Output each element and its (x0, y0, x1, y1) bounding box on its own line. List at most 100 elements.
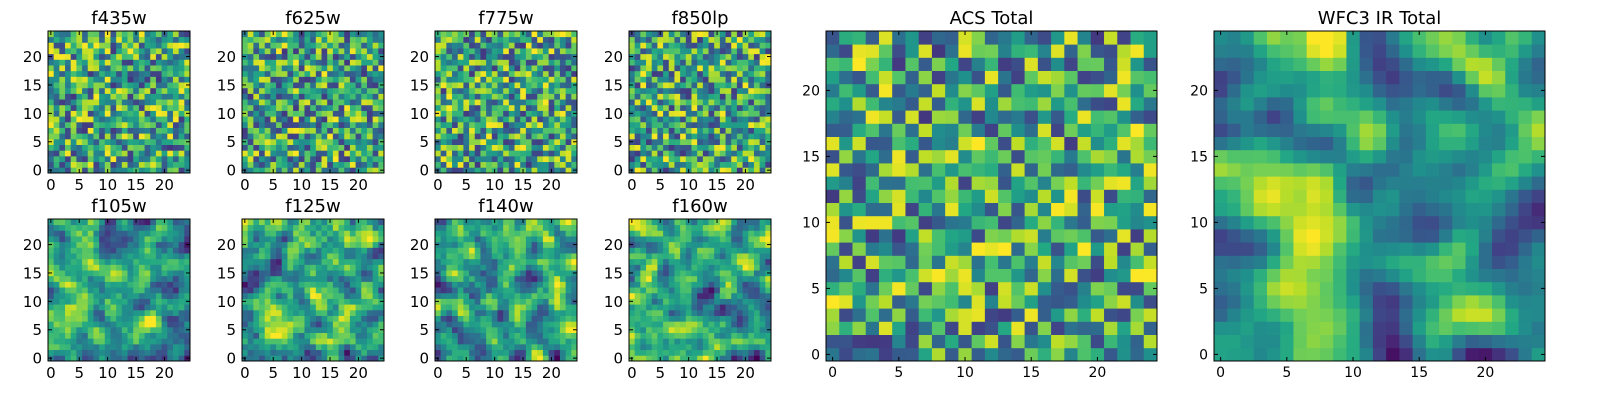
heatmap-cell (138, 281, 145, 288)
heatmap-cell (304, 70, 311, 77)
heatmap-cell (565, 224, 572, 231)
heatmap-cell (116, 343, 123, 351)
heatmap-cell (651, 42, 658, 49)
heatmap-cell (372, 150, 379, 157)
heatmap-cell (452, 281, 459, 288)
heatmap-cell (571, 161, 578, 168)
heatmap-cell (440, 167, 447, 174)
heatmap-cell (93, 82, 100, 89)
heatmap-cell (253, 59, 260, 66)
heatmap-cell (287, 287, 294, 294)
heatmap-cell (281, 110, 288, 117)
heatmap-cell (65, 121, 72, 128)
heatmap-cell (697, 104, 704, 111)
heatmap-cell (167, 42, 174, 49)
heatmap-cell (457, 309, 464, 316)
heatmap-cell (542, 264, 549, 271)
heatmap-cell (338, 150, 345, 157)
heatmap-cell (253, 241, 260, 248)
heatmap-cell (167, 104, 174, 111)
heatmap-cell (634, 321, 641, 328)
heatmap-cell (82, 70, 89, 77)
heatmap-cell (93, 315, 100, 322)
heatmap-cell (270, 253, 277, 260)
heatmap-cell (731, 76, 738, 83)
heatmap-cell (53, 138, 60, 145)
heatmap-cell (259, 332, 266, 339)
heatmap-cell (531, 315, 538, 322)
heatmap-cell (565, 82, 572, 89)
heatmap-cell (514, 82, 521, 89)
heatmap-cell (155, 155, 162, 163)
heatmap-cell (349, 82, 356, 89)
heatmap-cell (565, 161, 572, 168)
heatmap-cell (116, 144, 123, 151)
heatmap-cell (184, 343, 191, 351)
heatmap-cell (259, 292, 266, 299)
heatmap-cell (731, 355, 738, 362)
heatmap-cell (765, 332, 772, 339)
heatmap-cell (264, 241, 271, 248)
heatmap-cell (247, 59, 254, 66)
heatmap-cell (486, 87, 493, 94)
y-tick-label: 0 (32, 162, 42, 180)
heatmap-cell (315, 138, 322, 145)
heatmap-cell (144, 116, 151, 123)
heatmap-cell (480, 116, 487, 123)
heatmap-cell (554, 53, 561, 60)
heatmap-cell (99, 161, 106, 168)
heatmap-cell (452, 110, 459, 117)
heatmap-cell (457, 343, 464, 351)
heatmap-cell (646, 144, 653, 151)
heatmap-cell (259, 65, 266, 72)
heatmap-cell (93, 138, 100, 145)
heatmap-cell (116, 304, 123, 311)
heatmap-cell (525, 65, 532, 72)
heatmap-cell (708, 70, 715, 77)
heatmap-cell (480, 349, 487, 356)
heatmap-cell (571, 253, 578, 260)
heatmap-cell (765, 155, 772, 163)
heatmap-cell (178, 258, 185, 265)
heatmap-cell (697, 315, 704, 322)
heatmap-cell (435, 144, 442, 151)
heatmap-cell (753, 338, 761, 345)
heatmap-cell (537, 65, 544, 72)
heatmap-cell (497, 155, 504, 163)
heatmap-cell (70, 110, 77, 117)
heatmap-cell (702, 349, 709, 356)
heatmap-cell (281, 121, 288, 128)
heatmap-cell (281, 116, 288, 123)
heatmap-cell (469, 241, 476, 248)
heatmap-cell (651, 343, 658, 351)
heatmap-cell (759, 65, 766, 72)
heatmap-cell (674, 281, 681, 288)
heatmap-cell (514, 241, 521, 248)
heatmap-cell (99, 247, 106, 254)
heatmap-cell (93, 116, 100, 123)
heatmap-cell (474, 42, 481, 49)
heatmap-cell (759, 326, 766, 333)
heatmap-cell (697, 349, 704, 356)
heatmap-cell (304, 287, 311, 294)
heatmap-cell (508, 65, 515, 72)
heatmap-cell (697, 110, 704, 117)
heatmap-cell (293, 48, 300, 55)
heatmap-cell (435, 332, 442, 339)
heatmap-cell (133, 270, 140, 277)
heatmap-cell (714, 275, 721, 282)
heatmap-cell (259, 343, 266, 351)
heatmap-cell (748, 110, 755, 117)
heatmap-cell (554, 59, 561, 66)
heatmap-cell (663, 87, 670, 94)
heatmap-cell (702, 99, 709, 106)
heatmap-cell (674, 87, 681, 94)
heatmap-cell (304, 53, 311, 60)
heatmap-cell (640, 65, 647, 72)
heatmap-cell (469, 270, 476, 277)
heatmap-cell (270, 104, 277, 111)
heatmap-cell (474, 332, 481, 339)
heatmap-cell (759, 121, 766, 128)
heatmap-cell (474, 281, 481, 288)
heatmap-cell (640, 36, 647, 43)
